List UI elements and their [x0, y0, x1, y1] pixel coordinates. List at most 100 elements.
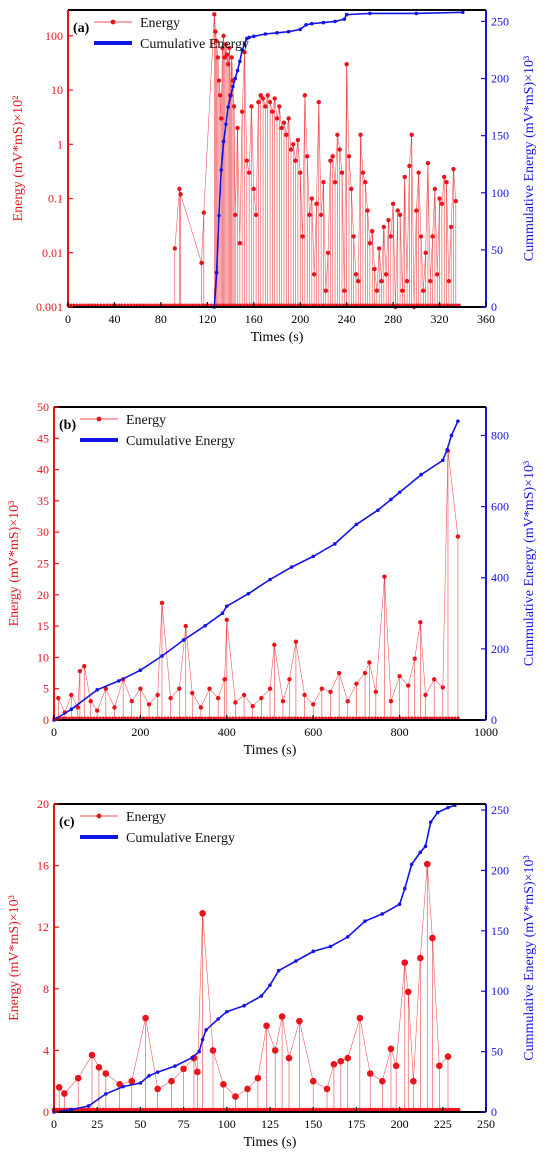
energy-point: [172, 246, 178, 251]
energy-point: [288, 147, 294, 152]
energy-point: [56, 695, 61, 701]
energy-base-point: [419, 716, 423, 720]
cumulative-point: [304, 23, 308, 27]
energy-point: [274, 116, 280, 121]
energy-base-point: [388, 716, 392, 720]
energy-base-point: [188, 303, 192, 307]
energy-base-point: [382, 303, 387, 307]
energy-base-point: [99, 303, 103, 307]
energy-series-line: [58, 450, 459, 714]
y-tick-label: 10: [51, 83, 63, 97]
energy-base-point: [425, 716, 429, 720]
energy-point: [397, 673, 402, 679]
cumulative-point: [173, 1064, 177, 1068]
cumulative-point: [138, 668, 143, 673]
energy-base-point: [218, 303, 222, 307]
energy-point: [423, 250, 428, 255]
energy-base-point: [203, 303, 207, 307]
energy-base-point: [154, 716, 158, 720]
energy-point: [425, 160, 431, 166]
energy-base-point: [283, 716, 287, 720]
energy-base-point: [182, 303, 186, 307]
energy-base-point: [422, 716, 426, 720]
energy-point: [267, 686, 273, 691]
cumulative-point: [226, 105, 231, 109]
energy-point: [244, 158, 250, 163]
energy-base-point: [230, 303, 234, 307]
energy-point: [311, 702, 316, 707]
energy-base-point: [329, 303, 333, 307]
energy-point: [397, 212, 403, 218]
energy-base-point: [407, 716, 411, 720]
energy-base-point: [120, 716, 124, 720]
cumulative-point: [224, 122, 228, 127]
energy-point: [453, 198, 459, 204]
energy-point: [69, 692, 74, 698]
energy-base-point: [101, 716, 105, 720]
x-tick-label: 150: [304, 1117, 322, 1131]
energy-base-point: [413, 716, 417, 720]
energy-point: [102, 1070, 110, 1077]
cumulative-point: [397, 902, 402, 907]
energy-point: [444, 180, 449, 185]
energy-point: [293, 158, 298, 163]
cumulative-point: [235, 68, 240, 73]
energy-base-point: [350, 303, 354, 307]
energy-point: [344, 62, 349, 67]
y-right-tick-label: 50: [491, 243, 503, 257]
energy-base-point: [92, 716, 96, 720]
energy-base-point: [439, 303, 443, 307]
chart-panel-1: 0 40 80 120 160 200 240 280 320 360 0.001 0.01 0.1 1 1…: [11, 9, 537, 345]
energy-base-point: [172, 716, 176, 720]
energy-point: [214, 38, 219, 44]
energy-base-point: [445, 303, 449, 307]
energy-base-point: [421, 303, 425, 307]
energy-point: [353, 272, 359, 277]
energy-base-point: [403, 303, 407, 307]
energy-base-point: [388, 303, 392, 307]
energy-point: [256, 99, 261, 105]
energy-point: [231, 104, 237, 109]
energy-point: [455, 534, 461, 539]
energy-point: [194, 1068, 201, 1076]
cumulative-series-line: [53, 420, 459, 721]
energy-base-point: [212, 716, 216, 720]
energy-point: [233, 212, 238, 218]
y-tick-label: 20: [37, 588, 49, 602]
energy-base-point: [435, 716, 439, 720]
energy-base-point: [342, 716, 346, 720]
energy-point: [332, 180, 338, 185]
energy-base-point: [382, 716, 386, 720]
legend-energy-label: Energy: [140, 16, 180, 31]
energy-base-point: [409, 303, 413, 307]
energy-base-point: [336, 716, 340, 720]
x-axis-title: Times (s): [244, 1135, 297, 1150]
energy-point: [358, 132, 363, 137]
energy-base-point: [132, 716, 136, 720]
cumulative-point: [333, 542, 337, 546]
energy-base-point: [379, 716, 383, 720]
energy-point: [280, 699, 286, 704]
energy-base-point: [126, 303, 130, 307]
cumulative-point: [160, 654, 164, 658]
panel-label: (c): [59, 815, 75, 830]
energy-base-point: [120, 303, 124, 307]
energy-base-point: [227, 303, 231, 307]
energy-base-point: [299, 716, 303, 720]
energy-point: [287, 677, 292, 682]
energy-base-point: [78, 303, 82, 307]
energy-base-point: [275, 303, 279, 307]
energy-base-point: [98, 716, 102, 720]
energy-base-point: [123, 716, 127, 720]
energy-point: [372, 266, 377, 272]
cumulative-point: [240, 48, 244, 52]
energy-point: [265, 93, 270, 98]
energy-base-point: [330, 716, 334, 720]
energy-base-point: [194, 716, 198, 720]
energy-point: [307, 212, 312, 218]
energy-point: [279, 125, 284, 131]
energy-base-point: [277, 716, 281, 720]
y-right-tick-label: 800: [491, 428, 509, 442]
energy-base-point: [253, 716, 257, 720]
energy-point: [318, 212, 324, 218]
